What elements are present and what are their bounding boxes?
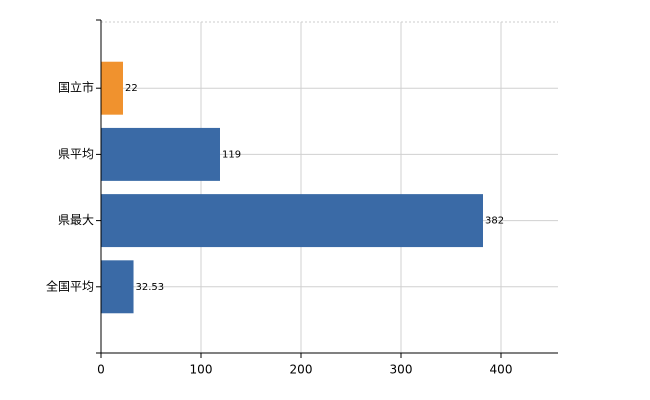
x-tick-label: 0 xyxy=(97,363,105,377)
data-label: 22 xyxy=(125,83,138,94)
x-tick-label: 200 xyxy=(290,363,313,377)
x-tick-label: 300 xyxy=(390,363,413,377)
x-tick-label: 400 xyxy=(490,363,513,377)
bar xyxy=(101,127,220,181)
y-tick-label: 全国平均 xyxy=(46,278,94,293)
data-label: 32.53 xyxy=(136,282,165,293)
y-tick-label: 国立市 xyxy=(58,80,94,95)
y-tick-label: 県最大 xyxy=(58,213,94,227)
x-tick-label: 100 xyxy=(190,363,213,377)
y-tick-label: 県平均 xyxy=(58,147,94,161)
bar xyxy=(101,61,123,115)
data-label: 119 xyxy=(222,149,241,160)
bar xyxy=(101,194,483,248)
bar xyxy=(101,260,134,314)
data-label: 382 xyxy=(485,216,504,227)
